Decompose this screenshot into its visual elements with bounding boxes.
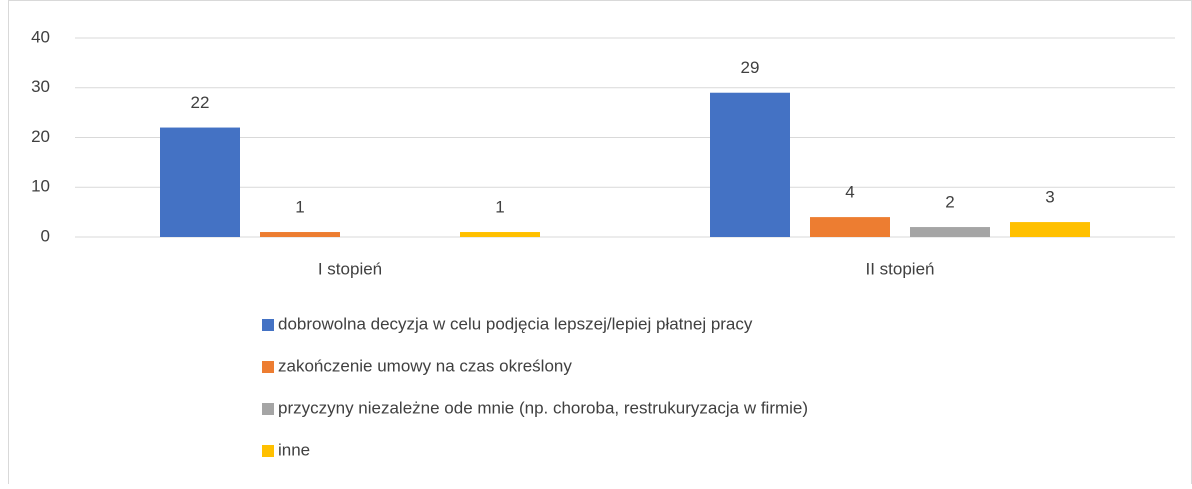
data-label: 4 <box>845 183 854 202</box>
bar <box>260 232 340 237</box>
legend-swatch <box>262 361 274 373</box>
x-tick-label: II stopień <box>866 259 935 278</box>
legend-label: dobrowolna decyzja w celu podjęcia lepsz… <box>278 314 753 333</box>
data-label: 2 <box>945 193 954 212</box>
bar <box>910 227 990 237</box>
chart-frame <box>8 0 1192 489</box>
y-tick-label: 0 <box>41 226 50 245</box>
x-tick-label: I stopień <box>318 259 382 278</box>
y-tick-label: 20 <box>31 127 50 146</box>
bar <box>160 127 240 237</box>
y-tick-label: 10 <box>31 177 50 196</box>
bar <box>810 217 890 237</box>
legend-swatch <box>262 403 274 415</box>
data-label: 3 <box>1045 188 1054 207</box>
legend-label: zakończenie umowy na czas określony <box>278 356 572 375</box>
bar <box>710 92 790 237</box>
data-label: 22 <box>191 93 210 112</box>
y-tick-label: 40 <box>31 27 50 46</box>
legend-label: przyczyny niezależne ode mnie (np. choro… <box>278 398 808 417</box>
data-label: 29 <box>741 58 760 77</box>
y-tick-label: 30 <box>31 77 50 96</box>
bar <box>460 232 540 237</box>
legend-swatch <box>262 445 274 457</box>
data-label: 1 <box>495 198 504 217</box>
legend-label: inne <box>278 440 310 459</box>
legend-swatch <box>262 319 274 331</box>
bar <box>1010 222 1090 237</box>
data-label: 1 <box>295 198 304 217</box>
